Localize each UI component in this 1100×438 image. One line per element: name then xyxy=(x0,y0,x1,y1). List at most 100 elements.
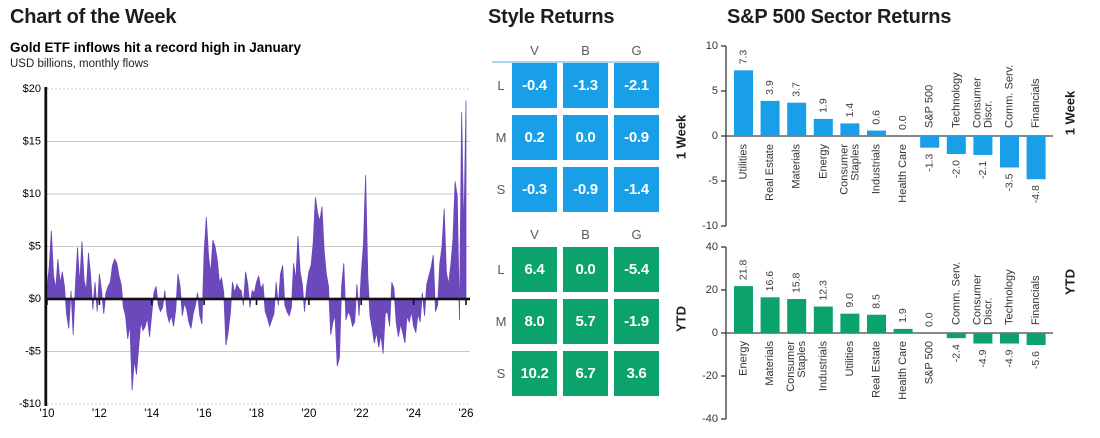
style-cell-MB: 5.7 xyxy=(563,299,608,344)
style-returns-title: Style Returns xyxy=(488,6,615,28)
style-col-header: V xyxy=(530,227,539,242)
sector-bar-value: -3.5 xyxy=(1004,173,1016,191)
style-row-header: L xyxy=(497,78,505,93)
sector-y-tick-label: 40 xyxy=(706,241,718,253)
sector-bar-label: Consumer xyxy=(971,77,983,128)
sector-bar xyxy=(867,314,886,333)
sector-bar xyxy=(946,333,966,339)
style-cell-SB: 6.7 xyxy=(563,351,608,396)
sector-bar-value: 1.9 xyxy=(817,98,829,113)
sector-bar-value: 1.4 xyxy=(844,103,856,118)
sector-bar-value: -2.4 xyxy=(950,344,962,362)
sector-bar-label: Health Care xyxy=(897,341,909,400)
sector-y-tick-label: -10 xyxy=(702,220,718,232)
gold-chart-units: USD billions, monthly flows xyxy=(10,58,149,70)
sector-bar-label: Staples xyxy=(849,144,861,181)
gold-y-axis xyxy=(44,87,48,406)
sector-bar-label: Comm. Serv. xyxy=(950,262,962,325)
style-cell-MG: -1.9 xyxy=(614,299,659,344)
chart-of-week-title: Chart of the Week xyxy=(10,6,177,28)
sector-bar-value: 12.3 xyxy=(817,280,829,301)
sector-bar-value: 9.0 xyxy=(844,293,856,308)
style-cell-SV: -0.3 xyxy=(512,167,557,212)
gold-zero-line xyxy=(45,297,470,301)
gold-x-tick-label: '12 xyxy=(92,408,107,420)
sector-bar xyxy=(760,297,780,333)
style-row-header: M xyxy=(495,130,507,145)
gold-y-tick-label: $0 xyxy=(29,293,41,305)
sector-bar-label: Industrials xyxy=(817,341,829,392)
sector-bar-value: -5.6 xyxy=(1030,351,1042,369)
sector-y-tick-label: -5 xyxy=(708,175,718,187)
sector-bar-value: 3.9 xyxy=(764,80,776,95)
style-cell-MV: 0.2 xyxy=(512,115,557,160)
gold-x-tick-label: '16 xyxy=(197,408,212,420)
sector-bar-value: -1.3 xyxy=(924,154,936,172)
style-cell-LB: -1.3 xyxy=(563,63,608,108)
sector-bar xyxy=(734,286,753,333)
sector-y-tick-label: -20 xyxy=(702,370,718,382)
sector-bar-label: Real Estate xyxy=(871,341,883,398)
style-row-header: S xyxy=(496,366,506,381)
sector-bar xyxy=(973,333,993,344)
sector-period-label: 1 Week xyxy=(1062,90,1078,136)
style-cell-LV: -0.4 xyxy=(512,63,557,108)
style-row-header: L xyxy=(497,262,505,277)
sector-bar-value: -4.8 xyxy=(1030,185,1042,203)
sector-bar-label: Financials xyxy=(1030,78,1042,128)
sector-period-label: YTD xyxy=(1062,269,1078,295)
gold-x-tick-label: '22 xyxy=(354,408,369,420)
sector-bar xyxy=(920,136,940,148)
sector-bar-value: 21.8 xyxy=(738,260,750,281)
gold-y-tick-label: -$5 xyxy=(25,346,41,358)
sector-bar-value: -4.9 xyxy=(1004,349,1016,367)
gold-chart-subtitle: Gold ETF inflows hit a record high in Ja… xyxy=(10,40,302,55)
style-cell-SG: 3.6 xyxy=(614,351,659,396)
sector-bar-label: Technology xyxy=(950,72,962,128)
style-col-header: B xyxy=(581,227,590,242)
sector-bar xyxy=(787,299,807,333)
sector-returns-title: S&P 500 Sector Returns xyxy=(727,6,952,28)
sector-bar-value: 15.8 xyxy=(791,272,803,293)
gold-x-tick-label: '14 xyxy=(144,408,160,420)
style-col-header: G xyxy=(631,43,642,58)
gold-y-tick-label: $5 xyxy=(29,241,41,253)
sector-bar-value: 0.6 xyxy=(871,110,883,125)
gold-x-tick-label: '20 xyxy=(301,408,316,420)
style-col-header: B xyxy=(581,43,590,58)
style-cell-MG: -0.9 xyxy=(614,115,659,160)
sector-bar-value: 1.9 xyxy=(897,308,909,323)
sector-bar xyxy=(1026,136,1046,180)
style-cell-SV: 10.2 xyxy=(512,351,557,396)
sector-bar-label: Technology xyxy=(1004,269,1016,325)
sector-y-tick-label: 0 xyxy=(712,327,718,339)
sector-bar-label: Energy xyxy=(738,341,750,376)
sector-bar xyxy=(734,70,753,136)
sector-bar xyxy=(760,100,780,136)
sector-bar xyxy=(867,130,886,136)
sector-bar xyxy=(840,313,860,333)
sector-bar-label: Consumer xyxy=(838,144,850,195)
style-row-header: S xyxy=(496,182,506,197)
sector-bar-value: -4.9 xyxy=(977,349,989,367)
sector-bar xyxy=(840,123,860,136)
sector-bar-label: Health Care xyxy=(897,144,909,203)
style-cell-LV: 6.4 xyxy=(512,247,557,292)
style-row-header: M xyxy=(495,314,507,329)
sector-bar-value: -2.0 xyxy=(950,160,962,178)
sector-bar-label: Utilities xyxy=(738,144,750,180)
gold-y-tick-label: $15 xyxy=(23,136,41,148)
sector-bar-label: Materials xyxy=(791,144,803,189)
gold-y-tick-label: -$10 xyxy=(19,398,41,410)
sector-y-tick-label: 20 xyxy=(706,284,718,296)
sector-bar xyxy=(1000,333,1019,344)
sector-bar xyxy=(893,328,913,333)
sector-bar xyxy=(1026,333,1046,346)
sector-bar-label: Consumer xyxy=(971,274,983,325)
sector-y-tick-label: -40 xyxy=(702,413,718,425)
sector-bar-label: Industrials xyxy=(871,144,883,195)
style-cell-MB: 0.0 xyxy=(563,115,608,160)
gold-flows-area xyxy=(46,100,467,391)
style-header-rule xyxy=(492,61,660,63)
